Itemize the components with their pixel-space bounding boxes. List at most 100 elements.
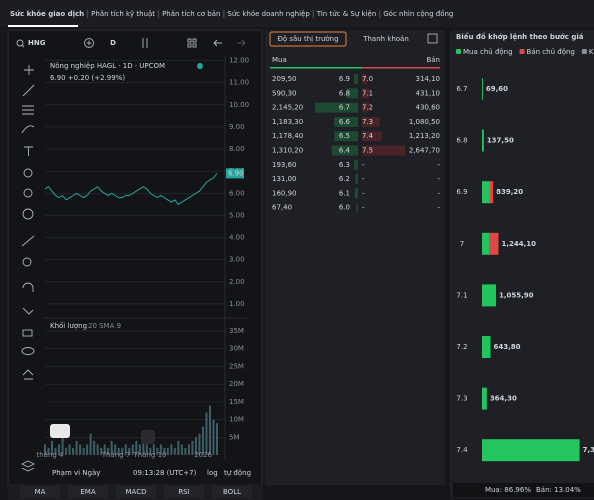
sell-price: - [362, 189, 365, 197]
match-title: Biểu đồ khớp lệnh theo bước giá [456, 32, 584, 41]
tab[interactable]: Góc nhìn cộng đồng [383, 10, 453, 18]
y-tick-label: 10.00 [229, 101, 249, 109]
sell-volume: - [437, 189, 440, 197]
indicator[interactable]: MACD [126, 488, 147, 496]
chart-subtitle: 6.90 +0.20 (+2.99%) [50, 74, 125, 82]
sell-depth-bar [362, 102, 369, 113]
volume-bar [47, 447, 50, 455]
buy-depth-bar [354, 159, 358, 170]
active-tab-underline [8, 25, 78, 27]
indicator[interactable]: MA [35, 488, 46, 496]
volume-bar [187, 444, 190, 455]
tab[interactable]: Tin tức & Sự kiện [316, 10, 376, 18]
buy-depth-bar [334, 116, 358, 127]
auto[interactable]: tự động [224, 469, 251, 477]
sell-price: 7.0 [362, 75, 373, 83]
buy-header-line [270, 67, 362, 69]
tab[interactable]: Sức khỏe doanh nghiệp [227, 10, 310, 18]
match-bar [482, 129, 484, 152]
legend-label: Bán chủ động [527, 48, 575, 56]
match-bar [482, 336, 491, 358]
y-tick-label: 8.00 [229, 145, 245, 153]
buy-volume: 67,40 [272, 204, 292, 212]
volume-bar [152, 444, 155, 455]
volume-bar [173, 447, 176, 455]
volume-bar [117, 447, 120, 455]
y-tick-label: 20M [229, 380, 244, 388]
reset-button[interactable] [141, 430, 155, 444]
total-label: 643,80 [494, 343, 521, 351]
volume-bar [68, 444, 71, 455]
buy-price: 6.4 [339, 147, 351, 155]
volume-bar [86, 444, 89, 455]
volume-bar [145, 444, 148, 455]
indicator-button[interactable] [20, 486, 60, 498]
interval[interactable]: D [110, 39, 116, 47]
sell-volume: - [437, 204, 440, 212]
match-bar [482, 181, 490, 204]
indicator[interactable]: EMA [80, 488, 95, 496]
x-tick-label: Tháng 7 [101, 451, 131, 459]
sell-depth-bar [362, 116, 380, 127]
volume-bar [44, 444, 46, 455]
buy-volume: 1,178,40 [272, 132, 303, 140]
buy-depth-bar [346, 88, 358, 99]
log[interactable]: log [207, 469, 218, 477]
volume-bar [177, 440, 180, 455]
volume-bar [156, 447, 159, 455]
volume-bar [166, 447, 169, 455]
sell-depth-bar [362, 88, 370, 99]
tab[interactable]: Phân tích kỹ thuật [91, 10, 155, 18]
indicator-button[interactable] [68, 486, 108, 498]
volume-bar [93, 440, 96, 455]
price-line [44, 173, 218, 206]
sell-volume: 314,10 [416, 75, 441, 83]
indicator[interactable]: BOLL [223, 488, 241, 496]
buy-depth-bar [331, 145, 358, 156]
y-tick-label: 35M [229, 327, 244, 335]
volume-bar [131, 444, 134, 455]
chart-panel [7, 29, 263, 486]
sell-volume: 431,10 [416, 89, 441, 97]
indicator[interactable]: RSI [178, 488, 189, 496]
volume-subtitle: 20 SMA 9 [88, 322, 121, 330]
volume-bar [51, 440, 54, 455]
match-bar [489, 181, 494, 204]
symbol[interactable]: HNG [28, 39, 46, 47]
volume-bar [191, 440, 194, 455]
volume-bar [216, 423, 218, 455]
y-tick-label: 6.00 [229, 189, 245, 197]
total-label: 137,50 [487, 137, 514, 145]
buy-depth-bar [353, 74, 358, 84]
depth-tab[interactable]: Thanh khoản [362, 35, 409, 43]
total-label: 69,60 [486, 85, 508, 93]
tab[interactable]: Sức khỏe giao dịch [10, 10, 84, 18]
y-tick-label: 10M [229, 416, 244, 424]
indicator-button[interactable] [116, 486, 156, 498]
tab[interactable]: Phân tích cơ bản [162, 10, 220, 18]
y-tick-label: 5.00 [229, 211, 245, 219]
legend-swatch [456, 49, 461, 54]
legend-label: Mua chủ động [463, 48, 513, 56]
volume-bar [110, 440, 113, 455]
volume-bar [184, 447, 187, 455]
volume-bar [212, 419, 215, 455]
share-bar [453, 483, 594, 497]
sell-price: - [362, 161, 365, 169]
indicator-button[interactable] [212, 486, 252, 498]
last-price-label: 6.90 [228, 169, 244, 177]
y-tick-label: 15M [229, 398, 244, 406]
sell-depth-bar [362, 74, 368, 84]
indicator-button[interactable] [164, 486, 204, 498]
y-tick-label: 25M [229, 362, 244, 370]
price-level: 7.4 [456, 446, 468, 454]
total-label: 1,244,10 [501, 240, 536, 248]
range[interactable]: Phạm vi Ngày [52, 469, 100, 477]
status-dot [197, 63, 203, 69]
depth-tab[interactable]: Độ sâu thị trường [277, 35, 338, 43]
buy-volume: 209,50 [272, 75, 297, 83]
legend-swatch [519, 49, 525, 54]
price-level: 7.2 [456, 343, 467, 351]
buy-depth-bar [315, 102, 358, 113]
volume-bar [180, 444, 183, 455]
